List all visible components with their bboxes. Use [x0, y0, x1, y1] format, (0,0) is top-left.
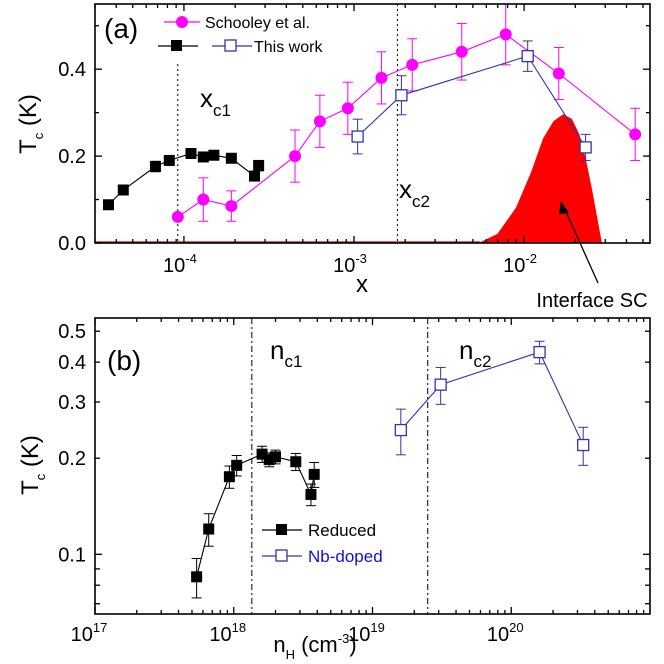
panel-a-point — [149, 161, 161, 173]
interface-sc-layer — [95, 114, 603, 244]
panel-a-xtick-label: 10-2 — [503, 251, 537, 277]
panel-a-series — [102, 3, 642, 223]
panel-a-ytick-label: 0.0 — [58, 233, 86, 255]
panel-b-ytick-label: 0.2 — [58, 448, 86, 470]
panel-b-xtick-label: 1018 — [209, 620, 246, 646]
panel-b-xtick-label: 1017 — [71, 620, 108, 646]
panel-b-point — [308, 468, 320, 480]
panel-b-point — [223, 471, 235, 483]
panel-b-point — [203, 523, 215, 535]
interface-sc-label: Interface SC — [536, 290, 647, 312]
panel-a-point — [351, 130, 364, 143]
panel-b-point — [290, 456, 302, 468]
panel-a-point — [208, 149, 220, 161]
panel-b-point — [394, 423, 407, 437]
nc1-label: nc1 — [270, 335, 302, 371]
panel-b-ticks: 1017 1018 1019 1020 0.1 0.2 0.3 0.4 0.5 — [58, 318, 650, 646]
panel-a-point — [163, 154, 175, 166]
panel-b-xlabel: nH (cm-3) — [273, 631, 356, 662]
interface-sc-region — [479, 114, 603, 244]
panel-a-point — [225, 200, 238, 213]
panel-b-point — [533, 345, 546, 359]
panel-b-legend: Reduced Nb-doped — [262, 521, 383, 566]
legend-reduced-b-marker — [276, 524, 287, 535]
panel-a-point — [313, 115, 326, 128]
legend-thiswork-label: This work — [254, 39, 323, 56]
legend-schooley-label: Schooley et al. — [205, 15, 310, 32]
panel-a-point — [102, 199, 114, 211]
panel-b-series-1-line — [400, 351, 584, 446]
panel-a-point — [579, 141, 592, 154]
panel-b-point — [191, 571, 203, 583]
panel-b-ytick-label: 0.5 — [58, 321, 86, 343]
panel-b-ylabel: Tc (K) — [17, 435, 48, 495]
panel-b-point — [577, 438, 590, 452]
legend-reduced-marker — [171, 40, 182, 51]
interface-sc-arrowhead — [559, 201, 569, 214]
panel-a-point — [197, 193, 210, 206]
panel-a-point — [499, 28, 512, 41]
panel-a-point — [253, 160, 265, 172]
panel-b-label: (b) — [107, 345, 141, 376]
panel-b-point — [263, 454, 275, 466]
panel-b-point — [434, 378, 447, 391]
panel-a-point — [552, 67, 565, 80]
legend-thiswork-marker — [224, 39, 237, 52]
panel-b-ytick-label: 0.1 — [58, 544, 86, 566]
panel-a-point — [629, 128, 642, 141]
panel-a: 10-4 10-3 10-2 0.0 0.2 0.4 (a) x Tc (K) xc1 x… — [15, 3, 651, 312]
panel-a-point — [406, 58, 419, 71]
panel-a-point — [249, 170, 261, 182]
panel-a-point — [395, 89, 408, 102]
panel-b-ytick-label: 0.3 — [58, 392, 86, 414]
legend-nbdoped-label: Nb-doped — [308, 547, 383, 566]
panel-a-point — [185, 147, 197, 159]
panel-b-xtick-label: 1020 — [487, 620, 524, 646]
panel-a-xlabel: x — [356, 271, 368, 298]
legend-schooley-marker — [176, 16, 188, 28]
panel-a-series-1-line — [108, 152, 260, 206]
panel-a-ylabel: Tc (K) — [15, 94, 46, 154]
panel-a-xtick-label: 10-3 — [333, 251, 367, 277]
legend-reduced-b-label: Reduced — [308, 521, 376, 540]
legend-nbdoped-marker — [275, 549, 288, 562]
xc1-label: xc1 — [200, 83, 231, 120]
panel-a-point — [341, 102, 354, 115]
panel-a-point — [171, 210, 184, 223]
panel-a-point — [521, 49, 534, 63]
interface-sc-annotation: Interface SC — [536, 201, 648, 312]
panel-b-point — [305, 488, 317, 500]
panel-b-frame — [94, 317, 651, 615]
panel-b-point — [231, 459, 243, 471]
panel-a-ticks: 10-4 10-3 10-2 0.0 0.2 0.4 — [58, 4, 650, 277]
panel-a-point — [455, 45, 468, 58]
panel-a-ytick-label: 0.4 — [58, 59, 86, 81]
nc2-label: nc2 — [459, 335, 491, 371]
panel-a-point — [197, 151, 209, 163]
panel-b-point — [256, 448, 268, 460]
panel-a-point — [117, 184, 129, 196]
panel-a-frame — [94, 3, 651, 244]
panel-a-legend: Schooley et al. This work — [158, 15, 323, 56]
panel-b-ytick-label: 0.4 — [58, 352, 86, 374]
panel-b-xtick-label: 1019 — [348, 620, 385, 646]
panel-a-series-2-line — [357, 55, 587, 148]
panel-a-point — [225, 152, 237, 164]
panel-a-ytick-label: 0.2 — [58, 146, 86, 168]
interface-sc-arrow — [562, 204, 599, 284]
panel-b-series — [191, 340, 590, 599]
panel-a-xtick-label: 10-4 — [163, 251, 197, 277]
panel-b-series-0-line — [196, 453, 315, 577]
panel-a-point — [289, 150, 302, 163]
xc2-label: xc2 — [399, 174, 430, 211]
panel-a-label: (a) — [104, 13, 138, 44]
panel-b-point — [270, 451, 282, 463]
panel-a-point — [375, 71, 388, 84]
